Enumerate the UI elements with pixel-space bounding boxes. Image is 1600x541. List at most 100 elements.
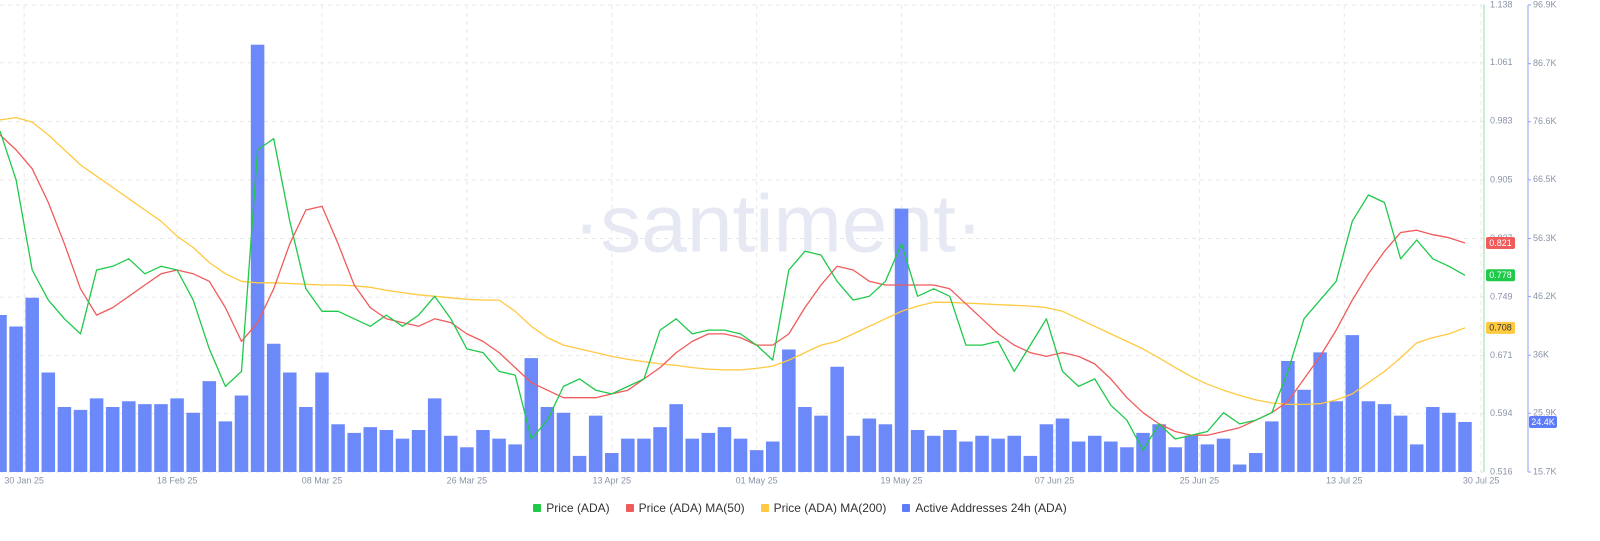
value-badge: 0.708 — [1486, 321, 1515, 334]
bar — [782, 349, 796, 472]
bar — [830, 366, 844, 472]
legend-label: Price (ADA) — [546, 501, 610, 515]
legend-item[interactable]: Price (ADA) MA(200) — [760, 501, 887, 515]
bar — [89, 398, 104, 472]
bar — [1168, 447, 1182, 472]
bar — [1232, 464, 1247, 472]
bar — [1071, 441, 1086, 472]
bar — [186, 412, 200, 472]
y-tick-label: 0.671 — [1490, 350, 1513, 360]
bar — [1409, 444, 1424, 472]
bar — [25, 297, 39, 472]
bar — [492, 438, 506, 472]
bar — [1377, 404, 1392, 472]
legend-item[interactable]: Active Addresses 24h (ADA) — [902, 501, 1067, 515]
bar — [444, 435, 458, 472]
bar — [717, 427, 732, 472]
y-tick-label: 0.594 — [1490, 408, 1513, 418]
legend-label: Price (ADA) MA(200) — [773, 501, 887, 515]
bar — [138, 404, 152, 472]
bar — [814, 415, 828, 472]
bar — [299, 407, 313, 472]
legend-swatch — [625, 504, 634, 512]
line — [0, 116, 1466, 406]
y2-tick-label: 96.9K — [1533, 0, 1557, 9]
y-tick-label: 0.749 — [1490, 291, 1513, 301]
bar — [1248, 453, 1263, 472]
bar — [122, 401, 136, 472]
x-tick-label: 26 Mar 25 — [447, 475, 488, 485]
x-tick-label: 30 Jan 25 — [4, 475, 44, 485]
bar — [1200, 444, 1215, 472]
badge-label: 0.708 — [1489, 323, 1512, 333]
y2-tick-label: 86.7K — [1533, 58, 1557, 68]
bar — [1313, 352, 1327, 472]
y-tick-label: 0.516 — [1490, 466, 1513, 476]
y-tick-label: 0.905 — [1490, 174, 1513, 184]
y2-tick-label: 66.5K — [1533, 174, 1557, 184]
bar — [701, 432, 716, 472]
bar — [1007, 435, 1021, 472]
bar — [943, 430, 957, 472]
badge-label: 0.821 — [1489, 238, 1512, 248]
x-tick-label: 08 Mar 25 — [302, 475, 343, 485]
y2-tick-label: 76.6K — [1533, 116, 1557, 126]
bar — [202, 381, 217, 472]
legend-item[interactable]: Price (ADA) MA(50) — [625, 501, 745, 515]
legend-swatch — [760, 504, 769, 512]
y2-tick-label: 36K — [1533, 350, 1549, 360]
bar — [991, 438, 1005, 472]
bar — [315, 372, 329, 472]
bar — [411, 430, 426, 472]
bar — [1120, 447, 1134, 472]
bar — [1442, 412, 1456, 472]
bar — [1393, 415, 1408, 472]
bar — [41, 372, 56, 472]
bar — [765, 441, 780, 472]
bar — [1297, 389, 1311, 472]
x-tick-label: 13 Jul 25 — [1326, 475, 1363, 485]
y2-tick-label: 46.2K — [1533, 291, 1557, 301]
bar — [250, 44, 265, 472]
bar — [283, 372, 297, 472]
bar — [846, 435, 861, 472]
y2-tick-label: 25.9K — [1533, 408, 1557, 418]
x-tick-label: 13 Apr 25 — [592, 475, 631, 485]
bar — [1361, 401, 1376, 472]
legend-swatch — [902, 504, 911, 512]
x-tick-label: 01 May 25 — [736, 475, 778, 485]
badge — [1486, 237, 1515, 250]
bar — [395, 438, 410, 472]
bar — [1136, 432, 1150, 472]
chart: ·santiment· 0.5160.5940.6710.7490.8270.9… — [0, 0, 1557, 485]
legend-label: Active Addresses 24h (ADA) — [915, 501, 1067, 515]
bar — [363, 427, 378, 472]
bar — [749, 450, 764, 472]
x-tick-label: 30 Jul 25 — [1463, 475, 1500, 485]
y-tick-label: 1.138 — [1490, 0, 1513, 9]
bar — [1152, 424, 1166, 472]
bar — [894, 208, 909, 472]
legend-item[interactable]: Price (ADA) — [533, 501, 610, 515]
bar — [669, 404, 683, 472]
bar — [57, 407, 72, 472]
bar — [926, 435, 941, 472]
x-tick-label: 25 Jun 25 — [1180, 475, 1220, 485]
bar — [1055, 418, 1070, 472]
bar — [975, 435, 989, 472]
bar — [379, 430, 394, 472]
bar — [1184, 435, 1199, 472]
watermark: ·santiment· — [573, 179, 983, 270]
bar — [1216, 438, 1231, 472]
badge-label: 24.4K — [1531, 417, 1555, 427]
line — [0, 130, 1466, 451]
value-badge: 0.778 — [1486, 269, 1515, 282]
legend: Price (ADA) Price (ADA) MA(50) Price (ADA)… — [0, 501, 1600, 515]
y-tick-label: 1.061 — [1490, 57, 1513, 67]
x-tick-label: 18 Feb 25 — [157, 475, 198, 485]
bar — [556, 412, 571, 472]
bar — [73, 409, 88, 472]
bar — [266, 343, 281, 472]
bar — [347, 432, 361, 472]
